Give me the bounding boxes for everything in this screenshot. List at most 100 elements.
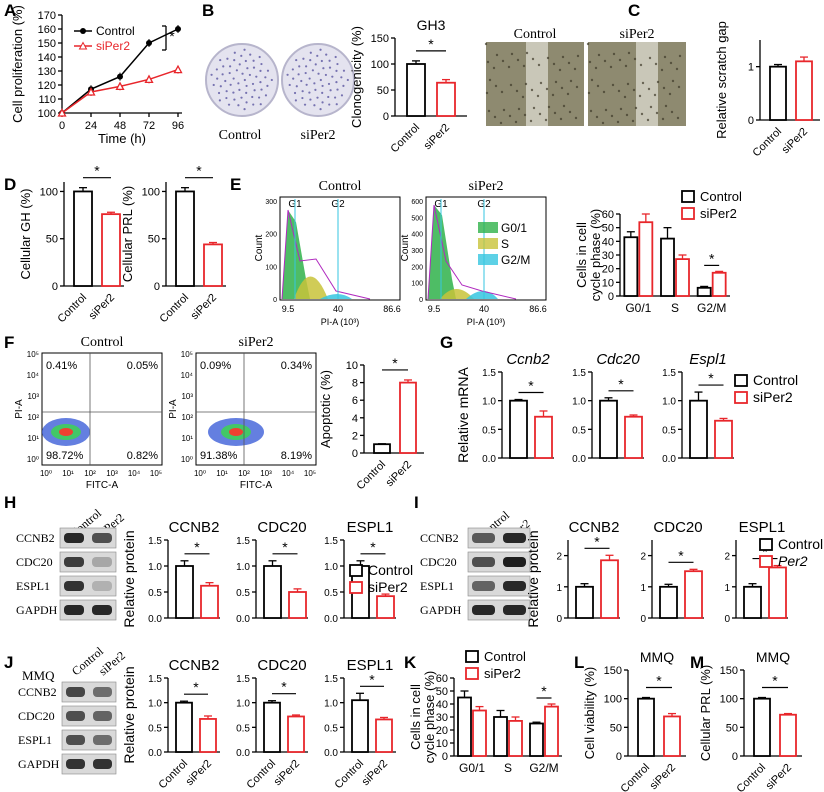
i-legend-label: Per2	[778, 553, 808, 569]
cell-dot	[493, 115, 497, 119]
colony-dot	[219, 58, 222, 62]
blot-cdc20-band	[66, 711, 85, 721]
blot-gapdh-band	[93, 759, 112, 769]
a-y-tick-label: 130	[38, 66, 56, 78]
hist-y-label: Count	[254, 234, 265, 261]
cell-dot	[575, 85, 579, 89]
colony-dot	[228, 71, 231, 75]
cell-dot	[574, 116, 578, 120]
a-point-siper2	[86, 87, 96, 96]
colony-dot	[334, 96, 337, 99]
k-legend-label: Control	[484, 649, 526, 664]
cell-dot	[654, 62, 658, 66]
flow-y-tick: 10¹	[181, 434, 193, 443]
flow-y-tick: 10³	[181, 392, 193, 401]
b-bar-control	[406, 63, 426, 117]
colony-dot	[241, 72, 244, 75]
l-y-tick-label: 100	[604, 694, 622, 706]
cell-dot	[646, 118, 650, 122]
cell-dot	[649, 105, 653, 109]
blot-protein-label: ESPL1	[18, 733, 52, 747]
colony-dot	[335, 103, 338, 106]
colony-dot	[317, 72, 320, 75]
colony-dot	[329, 89, 332, 92]
i-bar-cdc20-0	[659, 585, 678, 619]
blot-espl1-band	[503, 581, 526, 591]
blot-espl1-band	[93, 735, 112, 745]
colony-dot	[288, 83, 291, 87]
colony-dot	[335, 81, 338, 84]
d2-bar-control	[175, 190, 195, 287]
c-x-label: Control	[751, 126, 785, 160]
flow-y-tick: 10⁴	[27, 371, 40, 380]
cell-dot	[567, 61, 571, 65]
h-legend-swatch	[349, 581, 363, 594]
j-bar-espl1-1	[375, 718, 393, 753]
g-legend-label: siPer2	[753, 389, 793, 405]
blot-gapdh-band	[66, 759, 85, 769]
cell-dot	[499, 121, 503, 125]
blot-espl1-band	[66, 735, 85, 745]
cell-dot	[521, 95, 525, 99]
cell-dot	[664, 104, 668, 108]
cell-dot	[561, 55, 565, 59]
panel-label-a: A	[4, 1, 16, 20]
cell-dot	[536, 94, 540, 98]
g-bar-espl1-1	[714, 419, 733, 459]
a-legend-marker-control	[80, 28, 86, 34]
k-bar-control-0	[457, 696, 472, 757]
cell-dot	[677, 85, 681, 89]
e-y-tick-label: 50	[602, 223, 614, 235]
cell-dot	[662, 86, 666, 90]
hist-x-tick: 9.5	[282, 304, 295, 314]
h-gene-title: CCNB2	[169, 519, 220, 536]
j-CDC20-y-tick-label: 0.5	[236, 723, 250, 734]
cell-dot	[641, 81, 645, 85]
colony-dot	[238, 63, 241, 66]
colony-dot	[293, 91, 297, 95]
e-hist-legend-label: G2/M	[501, 253, 530, 267]
i-gene-title: CCNB2	[569, 519, 620, 536]
colony-dot	[219, 85, 222, 88]
g-Cdc20-y-tick-label: 1.5	[572, 368, 586, 379]
g-Ccnb2-y-tick-label: 1.0	[482, 397, 496, 408]
k-bar-siper2-0	[472, 709, 487, 757]
colony-dot	[319, 108, 322, 111]
e-y-tick-label: 20	[602, 264, 614, 276]
colony-dot	[264, 76, 267, 79]
i-CCNB2-sig-star: *	[594, 533, 600, 549]
cell-dot	[623, 95, 627, 99]
cell-dot	[609, 65, 613, 69]
a-y-tick-label: 100	[38, 108, 56, 120]
cell-dot	[626, 82, 630, 86]
g-bar-cdc20-0	[599, 399, 618, 459]
e-hist-title: siPer2	[469, 179, 504, 194]
a-y-tick-label: 110	[38, 94, 56, 106]
m-bar-siper2	[779, 713, 797, 757]
hist-fit	[427, 204, 517, 300]
g-Cdc20-sig-star: *	[618, 376, 624, 392]
j-gene-title: CCNB2	[169, 657, 220, 674]
colony-dot	[237, 104, 240, 107]
cell-dot	[510, 52, 514, 56]
i-legend-label: Control	[778, 536, 823, 552]
g-bar-ccnb2-1	[534, 415, 553, 459]
cell-dot	[547, 105, 551, 109]
flow-q4: 0.82%	[127, 450, 158, 462]
cell-dot	[633, 57, 637, 61]
b-y-tick-label: 100	[371, 59, 389, 71]
g-legend-swatch	[734, 374, 748, 387]
e-legend-label: Control	[700, 189, 742, 204]
e-y-label-2: cycle phase (%)	[588, 209, 603, 301]
f-x-label: Control	[355, 459, 389, 493]
l-bar-siper2	[663, 715, 681, 757]
h-CCNB2-y-tick-label: 1.0	[148, 562, 162, 573]
a-legend-label: siPer2	[96, 39, 130, 53]
blot-protein-label: CCNB2	[420, 531, 459, 545]
e-bar-siper2-0	[638, 221, 654, 297]
k-x-label: S	[504, 761, 512, 775]
colony-dot	[225, 96, 228, 100]
h-y-label: Relative protein	[121, 530, 137, 627]
k-y-label-1: Cells in cell	[408, 684, 423, 750]
